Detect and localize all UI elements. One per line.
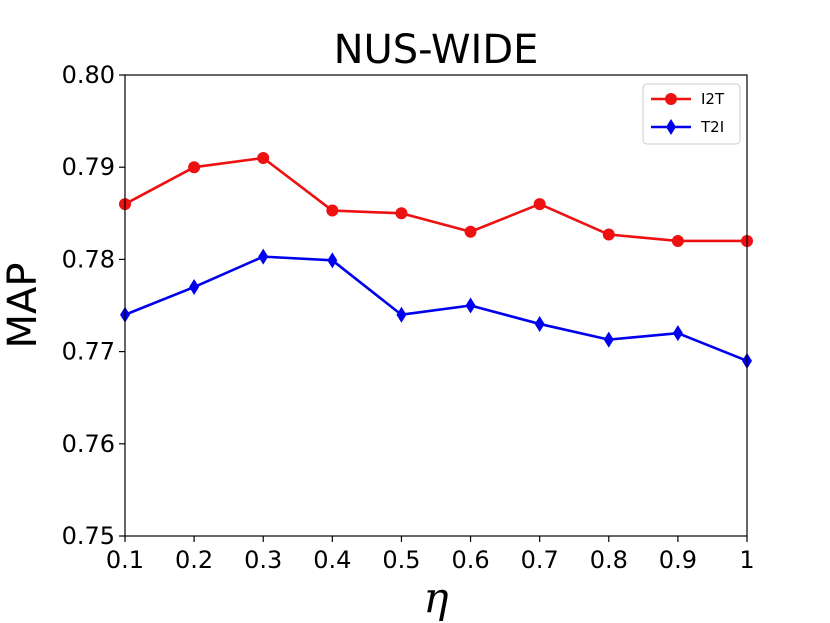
x-tick-label: 0.5 xyxy=(382,546,420,574)
plot-frame xyxy=(124,74,748,537)
x-axis-label: η xyxy=(423,573,448,622)
legend-item-i2t: I2T xyxy=(651,90,725,108)
legend-item-t2i: T2I xyxy=(651,118,724,136)
data-point xyxy=(327,252,338,269)
data-point xyxy=(534,315,545,332)
series-line-t2i xyxy=(124,255,748,363)
legend-label: I2T xyxy=(701,90,725,108)
data-point xyxy=(465,297,476,314)
axes: 0.1 0.2 0.3 0.4 0.5 0.6 0.7 0.8 0.9 1 0.75 0.76 0.77… xyxy=(62,61,755,574)
data-point xyxy=(188,161,201,174)
y-tick-label: 0.79 xyxy=(62,153,115,181)
legend-label: T2I xyxy=(700,118,724,136)
chart-title: NUS-WIDE xyxy=(334,27,539,73)
series-t2i xyxy=(120,248,752,369)
legend-box xyxy=(642,83,741,145)
y-tick-label: 0.80 xyxy=(62,61,115,89)
x-tick-label: 0.4 xyxy=(313,546,351,574)
y-tick-label: 0.75 xyxy=(62,522,115,550)
x-tick-label: 0.7 xyxy=(521,546,559,574)
data-point xyxy=(533,198,546,211)
y-tick-label: 0.78 xyxy=(62,245,115,273)
data-point xyxy=(464,225,477,238)
data-point xyxy=(396,306,407,323)
data-point xyxy=(189,279,200,296)
y-axis-label: MAP xyxy=(0,263,46,349)
x-tick-label: 0.6 xyxy=(451,546,489,574)
x-tick-label: 0.3 xyxy=(244,546,282,574)
data-point xyxy=(395,207,408,220)
y-tick-label: 0.77 xyxy=(62,338,115,366)
legend-marker xyxy=(665,93,677,105)
series-i2t xyxy=(119,151,753,247)
data-point xyxy=(258,248,269,265)
plot-area xyxy=(119,151,753,369)
x-tick-label: 0.9 xyxy=(659,546,697,574)
legend-marker xyxy=(666,119,676,135)
data-point xyxy=(672,325,683,342)
x-tick-label: 1 xyxy=(739,546,754,574)
x-tick-label: 0.8 xyxy=(590,546,628,574)
data-point xyxy=(326,204,339,217)
data-point xyxy=(602,228,615,241)
x-tick-label: 0.1 xyxy=(106,546,144,574)
data-point xyxy=(671,234,684,247)
y-tick-label: 0.76 xyxy=(62,430,115,458)
data-point xyxy=(603,331,614,348)
legend: I2T T2I xyxy=(642,83,741,145)
x-tick-label: 0.2 xyxy=(175,546,213,574)
series-line-i2t xyxy=(124,156,747,243)
data-point xyxy=(257,151,270,164)
